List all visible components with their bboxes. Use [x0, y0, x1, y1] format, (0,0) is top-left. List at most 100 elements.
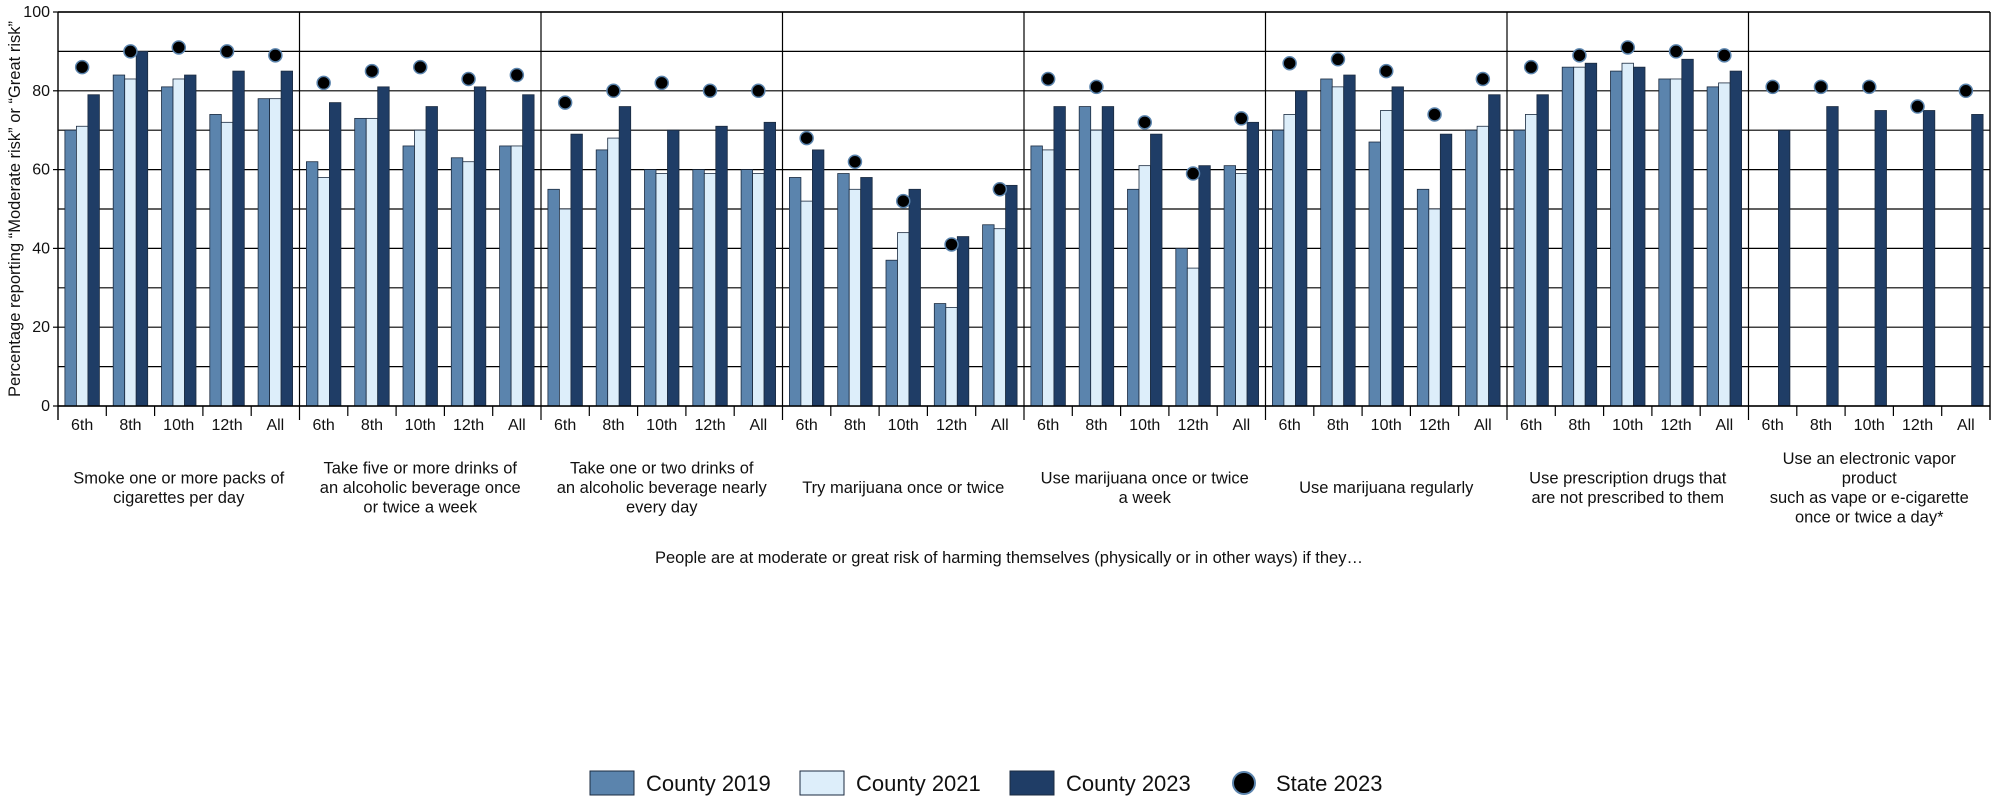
y-tick-label: 80: [32, 83, 50, 100]
point-state2023-g2-12th: [461, 71, 476, 87]
bar-county2023-g1-12th: [232, 70, 245, 407]
legend-label: State 2023: [1276, 771, 1382, 796]
bar-county2023-g3-10th: [667, 129, 680, 407]
bar-county2019-g7-10th: [1610, 70, 1623, 407]
bar-county2023-g1-10th: [184, 74, 197, 407]
x-tick-label: 12th: [1660, 417, 1691, 434]
point-state2023-g4-all: [992, 182, 1008, 197]
y-tick-label: 100: [23, 4, 50, 21]
x-tick-label: 12th: [1177, 417, 1208, 434]
bar-county2021-g1-all: [269, 98, 282, 407]
group-label-line: cigarettes per day: [113, 489, 245, 507]
group-label: Smoke one or more packs of cigarettes per…: [73, 469, 284, 507]
legend-label: County 2019: [646, 771, 771, 796]
point-state2023-g8-6th: [1765, 79, 1780, 95]
bar-county2023-g7-8th: [1584, 62, 1598, 407]
x-tick-label: 8th: [1327, 417, 1349, 434]
bar-county2019-g3-10th: [644, 169, 657, 407]
bar-county2023-g6-12th: [1439, 133, 1453, 407]
point-state2023-g4-8th: [847, 154, 863, 169]
bar-county2019-g6-10th: [1368, 141, 1381, 407]
group-label: Use prescription drugs that are not presc…: [1529, 469, 1727, 507]
bar-county2021-g4-6th: [800, 200, 813, 407]
legend: County 2019 County 2021 County 2023 State 2…: [589, 770, 1382, 796]
bar-county2021-g7-12th: [1669, 78, 1683, 407]
bar-county2023-g4-6th: [812, 149, 825, 407]
group-label-line: Use prescription drugs that: [1529, 469, 1727, 487]
bar-county2021-g5-all: [1235, 173, 1248, 407]
point-state2023-g2-8th: [364, 63, 380, 79]
bar-county2021-g6-all: [1476, 125, 1489, 407]
bar-county2021-g3-10th: [655, 173, 668, 407]
bar-county2021-g6-12th: [1428, 208, 1441, 407]
point-state2023-g5-8th: [1089, 79, 1104, 95]
bar-county2021-g1-8th: [124, 78, 137, 407]
bar-county2021-g6-8th: [1331, 86, 1345, 407]
bar-county2019-g7-6th: [1513, 129, 1526, 407]
point-state2023-g7-12th: [1668, 44, 1684, 59]
group-label-line: an alcoholic beverage nearly: [557, 479, 768, 497]
group-label-line: every day: [626, 499, 698, 517]
group-label-line: such as vape or e-cigarette: [1770, 489, 1969, 507]
bar-county2019-g1-10th: [161, 86, 174, 407]
point-state2023-g1-8th: [123, 44, 138, 59]
x-axis-title: People are at moderate or great risk of …: [655, 549, 1363, 567]
point-state2023-g5-6th: [1040, 71, 1056, 87]
bar-county2023-g5-8th: [1101, 106, 1115, 407]
bar-county2021-g3-12th: [703, 173, 717, 407]
bar-county2019-g5-10th: [1127, 188, 1140, 407]
x-tick-label: 12th: [1902, 417, 1933, 434]
bar-county2021-g2-8th: [365, 117, 379, 407]
bar-county2021-g2-12th: [462, 161, 475, 407]
y-tick-label: 0: [41, 398, 50, 415]
x-tick-label: All: [991, 417, 1009, 434]
bar-county2019-g6-6th: [1272, 129, 1285, 407]
point-state2023-g2-all: [509, 67, 525, 83]
x-tick-label: 10th: [888, 417, 919, 434]
x-tick-label: 10th: [1129, 417, 1160, 434]
group-label-line: Use marijuana once or twice: [1041, 469, 1249, 487]
legend-swatch: [1009, 770, 1055, 796]
group-label: Use marijuana once or twice a week: [1041, 469, 1249, 507]
x-tick-label: 8th: [1810, 417, 1832, 434]
x-tick-label: 10th: [1854, 417, 1885, 434]
x-tick-label: All: [266, 417, 284, 434]
bar-county2021-g2-10th: [414, 129, 427, 407]
x-tick-label: All: [1474, 417, 1492, 434]
bar-county2023-g8-all: [1971, 114, 1984, 407]
bar-county2023-g2-8th: [377, 86, 390, 407]
point-state2023-g3-10th: [654, 75, 669, 91]
bar-county2021-g2-6th: [317, 177, 330, 407]
bar-county2019-g2-6th: [305, 161, 319, 407]
legend-label: County 2021: [856, 771, 981, 796]
bar-county2023-g8-12th: [1922, 110, 1936, 407]
state-points: [74, 40, 1974, 252]
x-tick-label: 6th: [796, 417, 818, 434]
bar-county2019-g1-all: [257, 98, 271, 407]
bar-county2023-g1-8th: [135, 51, 149, 407]
x-tick-label: 10th: [1371, 417, 1402, 434]
x-tick-label: 6th: [1520, 417, 1542, 434]
point-state2023-g6-all: [1475, 71, 1491, 87]
bar-county2023-g4-all: [1005, 184, 1018, 407]
group-label-line: Smoke one or more packs of: [73, 469, 284, 487]
x-tick-label: All: [1715, 417, 1733, 434]
x-tick-label: 12th: [1419, 417, 1450, 434]
bar-county2021-g6-10th: [1380, 110, 1393, 407]
x-tick-label: All: [1957, 417, 1975, 434]
group-label: Use marijuana regularly: [1299, 479, 1474, 497]
y-axis-title: Percentage reporting “Moderate risk” or …: [6, 21, 24, 397]
bar-county2023-g5-10th: [1150, 133, 1163, 407]
x-tick-label: 6th: [1279, 417, 1301, 434]
x-tick-label: All: [508, 417, 526, 434]
point-state2023-g7-all: [1717, 48, 1732, 63]
x-tick-label: 10th: [163, 417, 194, 434]
point-state2023-g7-8th: [1572, 48, 1587, 63]
bar-county2019-g3-8th: [595, 149, 609, 407]
bar-county2023-g2-6th: [328, 102, 342, 407]
bar-county2023-g5-12th: [1198, 165, 1211, 407]
x-tick-label: 10th: [646, 417, 677, 434]
bar-county2021-g5-8th: [1090, 129, 1103, 407]
